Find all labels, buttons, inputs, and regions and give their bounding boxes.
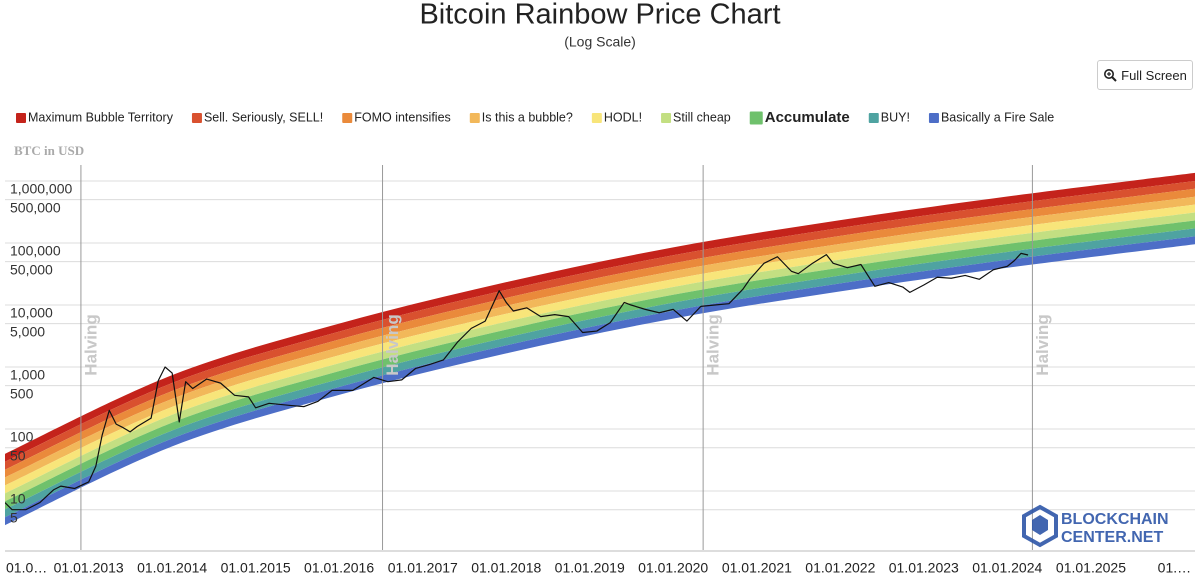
x-tick-label: 01.01.2017: [388, 560, 458, 576]
watermark-text: BLOCKCHAIN: [1061, 511, 1169, 528]
y-tick-label: 100: [10, 429, 34, 445]
legend-label: HODL!: [604, 110, 642, 124]
plot-area: Halving Halving Halving Halving: [5, 165, 1195, 550]
legend-swatch: [928, 113, 939, 123]
legend: Maximum Bubble Territory Sell. Seriously,…: [16, 109, 1054, 126]
legend-swatch: [16, 113, 26, 123]
chart-title: Bitcoin Rainbow Price Chart: [419, 0, 780, 31]
halving-label: Halving: [383, 314, 402, 375]
y-axis-label: BTC in USD: [14, 143, 84, 158]
zoom-icon: [1104, 69, 1117, 82]
chart-subtitle: (Log Scale): [564, 34, 636, 50]
legend-label: Maximum Bubble Territory: [28, 110, 174, 124]
legend-label: FOMO intensifies: [354, 110, 451, 124]
halving-label: Halving: [704, 314, 723, 375]
halving-label: Halving: [1033, 314, 1052, 375]
legend-label: Sell. Seriously, SELL!: [204, 110, 323, 124]
x-tick-label: 01.0…: [6, 560, 47, 576]
x-tick-label: 01.01.2025: [1056, 560, 1126, 576]
y-tick-label: 100,000: [10, 243, 61, 259]
y-tick-label: 1,000: [10, 367, 45, 383]
price-line: [5, 252, 1029, 511]
legend-swatch: [749, 111, 763, 125]
y-tick-label: 1,000,000: [10, 181, 72, 197]
y-tick-label: 50: [10, 447, 26, 463]
halving-label: Halving: [81, 314, 100, 375]
x-tick-label: 01.01.2019: [555, 560, 625, 576]
watermark-text: CENTER.NET: [1061, 529, 1163, 546]
x-tick-label: 01.01.2018: [471, 560, 541, 576]
y-tick-label: 500,000: [10, 199, 61, 215]
x-tick-label: 01.01.2021: [722, 560, 792, 576]
legend-label: Is this a bubble?: [482, 110, 573, 124]
legend-swatch: [661, 113, 672, 123]
x-tick-label: 01.01.2022: [805, 560, 875, 576]
watermark: BLOCKCHAIN CENTER.NET: [1022, 504, 1169, 548]
x-tick-label: 01.01.2023: [889, 560, 959, 576]
x-tick-label: 01.01.2014: [137, 560, 207, 576]
x-tick-label: 01.01.2016: [304, 560, 374, 576]
legend-swatch: [191, 113, 202, 123]
legend-label: Basically a Fire Sale: [941, 110, 1054, 124]
x-tick-label: 01.…: [1158, 560, 1191, 576]
x-tick-label: 01.01.2015: [221, 560, 291, 576]
legend-swatch: [342, 113, 353, 123]
legend-swatch: [868, 113, 879, 123]
y-tick-label: 5,000: [10, 323, 45, 339]
legend-label: Still cheap: [673, 110, 731, 124]
y-tick-label: 50,000: [10, 261, 53, 277]
y-tick-label: 10: [10, 491, 26, 507]
button-label: Full Screen: [1121, 67, 1187, 83]
legend-swatch: [469, 113, 480, 123]
y-tick-label: 10,000: [10, 305, 53, 321]
x-tick-label: 01.01.2013: [54, 560, 124, 576]
legend-swatch: [591, 113, 602, 123]
full-screen-button[interactable]: Full Screen: [1097, 60, 1193, 90]
y-tick-label: 5: [10, 509, 18, 525]
logo-icon: [1032, 515, 1048, 535]
y-tick-label: 500: [10, 385, 34, 401]
x-tick-label: 01.01.2020: [638, 560, 708, 576]
logo-icon: [1022, 504, 1058, 548]
x-tick-label: 01.01.2024: [972, 560, 1042, 576]
annotations: 1,000,000 500,000 100,000 50,000 10,000 5,000…: [10, 181, 72, 526]
legend-label: BUY!: [881, 110, 910, 124]
legend-label: Accumulate: [765, 109, 850, 126]
